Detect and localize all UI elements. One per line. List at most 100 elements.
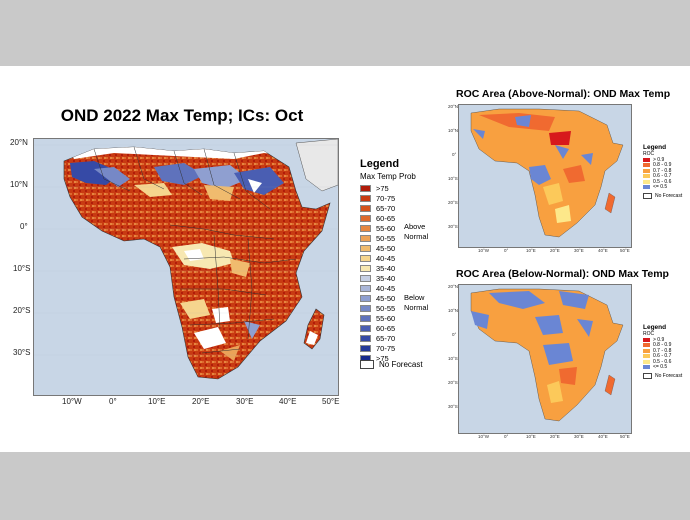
roc-above-legend-item: 0.5 - 0.6	[643, 179, 682, 185]
small-lon-tick: 0°	[504, 248, 509, 253]
roc-above-legend-label: 0.5 - 0.6	[653, 178, 672, 185]
roc-below-legend-label: 0.7 - 0.8	[653, 347, 672, 354]
small-lat-tick: 10°S	[448, 176, 458, 181]
roc-above-legend-title: Legend	[643, 144, 667, 151]
small-lat-tick: 20°N	[448, 284, 459, 289]
lat-tick: 30°S	[13, 348, 31, 357]
legend-item: 40-45	[360, 253, 460, 263]
legend-swatch	[360, 304, 371, 312]
legend-swatch	[360, 214, 371, 222]
main-map-svg	[34, 139, 338, 380]
lon-tick: 50°E	[322, 397, 340, 406]
roc-above-legend-label: <= 0.5	[653, 184, 668, 191]
roc-above-map	[458, 104, 632, 248]
legend-label: >75	[376, 183, 389, 193]
roc-above-legend-sub: ROC	[643, 151, 655, 157]
slide: OND 2022 Max Temp; ICs: Oct	[0, 66, 690, 452]
legend-swatch	[360, 294, 371, 302]
small-lat-tick: 10°S	[448, 356, 458, 361]
small-lon-tick: 30°E	[574, 248, 584, 253]
legend-swatch	[360, 274, 371, 282]
roc-below-legend-label: > 0.9	[653, 336, 665, 343]
legend-label: 50-55	[376, 233, 396, 243]
small-lat-tick: 20°N	[448, 104, 459, 109]
roc-above-legend-item: > 0.9	[643, 157, 682, 163]
roc-below-legend-title: Legend	[643, 324, 667, 331]
small-lat-tick: 20°S	[448, 380, 458, 385]
main-legend: Legend Max Temp Prob >75 70-75 65-70 60-65 5…	[360, 158, 460, 363]
lon-tick: 20°E	[192, 397, 210, 406]
roc-below-legend-item: 0.5 - 0.6	[643, 359, 682, 365]
roc-below-rows: > 0.9 0.8 - 0.9 0.7 - 0.8 0.6 - 0.7 0.5 - 0.…	[643, 337, 682, 370]
roc-below-legend-item: > 0.9	[643, 337, 682, 343]
roc-above-nofc-label: No Forecast	[655, 192, 683, 199]
small-lat-tick: 0°	[452, 332, 457, 337]
legend-swatch	[360, 284, 371, 292]
legend-label: 55-60	[376, 223, 396, 233]
legend-item: 35-40	[360, 263, 460, 273]
lon-tick: 40°E	[279, 397, 297, 406]
legend-item: 50-55	[360, 303, 460, 313]
legend-label: 45-50	[376, 243, 396, 253]
legend-item: 65-70	[360, 203, 460, 213]
small-lon-tick: 30°E	[574, 434, 584, 439]
lat-tick: 20°N	[10, 138, 28, 147]
main-map-title: OND 2022 Max Temp; ICs: Oct	[60, 106, 304, 125]
roc-below-legend-sub: ROC	[643, 331, 655, 337]
roc-below-legend-item: 0.6 - 0.7	[643, 353, 682, 360]
legend-label: 50-55	[376, 303, 396, 313]
small-lat-tick: 0°	[452, 152, 457, 157]
small-lon-tick: 10°W	[478, 434, 490, 439]
legend-label: 45-50	[376, 293, 396, 303]
small-lat-tick: 20°S	[448, 200, 458, 205]
legend-rows: >75 70-75 65-70 60-65 55-60 50-55 45-50 40-45 35…	[360, 183, 460, 363]
legend-subtitle: Max Temp Prob	[360, 172, 416, 181]
legend-swatch	[360, 264, 371, 272]
legend-swatch	[360, 254, 371, 262]
roc-above-legend-item: 0.8 - 0.9	[643, 162, 682, 168]
legend-label: 60-65	[376, 323, 396, 333]
roc-below-legend-label: 0.6 - 0.7	[653, 353, 672, 360]
legend-below-normal: Normal	[404, 303, 429, 312]
roc-above-legend-item: 0.7 - 0.8	[643, 168, 682, 174]
roc-below-legend-item: <= 0.5	[643, 364, 682, 371]
legend-swatch	[360, 324, 371, 332]
legend-label: 60-65	[376, 213, 396, 223]
legend-item: 45-50	[360, 293, 460, 303]
roc-above-title: ROC Area (Above-Normal): OND Max Temp	[456, 88, 671, 100]
roc-above-legend-swatch	[643, 163, 650, 168]
roc-below-legend-swatch	[643, 365, 650, 370]
roc-below-map	[458, 284, 632, 434]
legend-label: 70-75	[376, 343, 396, 353]
small-lon-tick: 10°W	[478, 248, 490, 253]
legend-swatch	[360, 184, 371, 192]
legend-swatch	[360, 344, 371, 352]
roc-below-nofc-swatch	[643, 372, 652, 379]
roc-above-legend-label: 0.7 - 0.8	[653, 167, 672, 174]
small-lon-tick: 0°	[504, 434, 509, 439]
lat-tick: 10°N	[10, 180, 28, 189]
legend-item: 70-75	[360, 343, 460, 353]
legend-item: 45-50	[360, 243, 460, 253]
roc-above-legend-swatch	[643, 174, 650, 179]
legend-swatch	[360, 244, 371, 252]
roc-above-legend: Legend ROC > 0.9 0.8 - 0.9 0.7 - 0.8 0.6 - …	[643, 144, 682, 199]
legend-swatch	[360, 204, 371, 212]
roc-above-nofc-swatch	[643, 192, 652, 199]
no-forecast-label: No Forecast	[379, 360, 423, 369]
small-lon-tick: 20°E	[550, 434, 560, 439]
legend-title: Legend	[360, 158, 400, 170]
small-lat-tick: 10°N	[448, 128, 459, 133]
legend-label: 65-70	[376, 203, 396, 213]
roc-above-legend-swatch	[643, 179, 650, 184]
roc-below-legend-label: 0.5 - 0.6	[653, 358, 672, 365]
legend-label: 35-40	[376, 273, 396, 283]
legend-item: 70-75	[360, 193, 460, 203]
legend-swatch	[360, 334, 371, 342]
small-lon-tick: 40°E	[598, 248, 608, 253]
small-lat-tick: 30°S	[448, 404, 458, 409]
roc-below-legend-label: <= 0.5	[653, 364, 668, 371]
small-lat-tick: 10°N	[448, 308, 459, 313]
legend-swatch	[360, 314, 371, 322]
lon-tick: 10°W	[62, 397, 82, 406]
